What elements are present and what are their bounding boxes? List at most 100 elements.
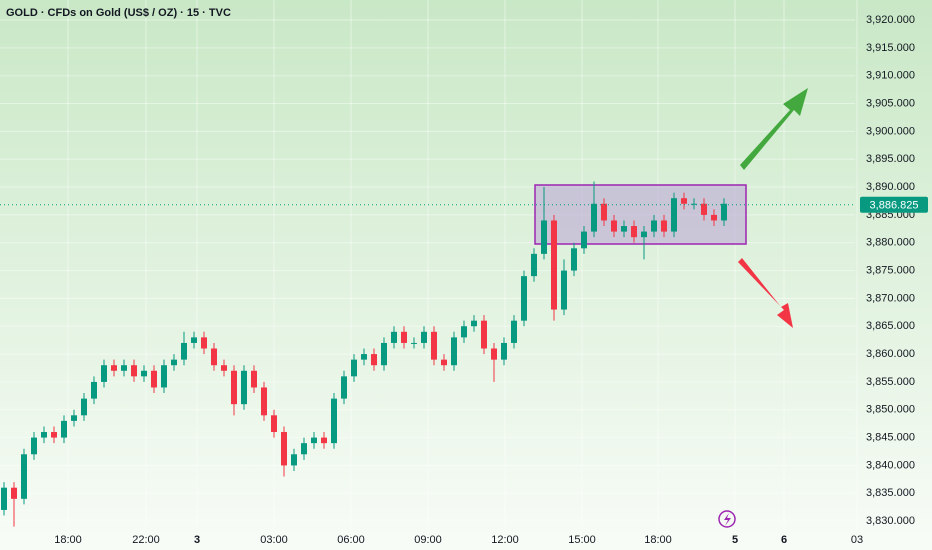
candle-body [471,320,477,327]
candle-body [711,214,717,221]
candle-body [401,331,407,343]
y-tick-label: 3,905.000 [866,97,915,109]
candle-body [261,387,267,416]
y-tick-label: 3,855.000 [866,376,915,388]
candle-body [601,203,607,221]
candle-body [151,370,157,388]
candle-body [181,342,187,360]
candle-body [211,348,217,366]
y-tick-label: 3,900.000 [866,125,915,137]
y-tick-label: 3,850.000 [866,404,915,416]
candle-body [571,248,577,271]
candle-body [51,432,57,438]
candle-body [481,320,487,349]
candle-body [681,198,687,204]
x-tick-label: 03 [851,534,863,546]
candle-body [1,487,7,510]
candle-body [161,365,167,388]
y-tick-label: 3,870.000 [866,292,915,304]
candle-body [551,220,557,310]
candle-body [281,432,287,466]
y-tick-label: 3,910.000 [866,70,915,82]
candle-body [251,370,257,388]
y-tick-label: 3,860.000 [866,348,915,360]
chart-title: GOLD · CFDs on Gold (US$ / OZ) · 15 · TV… [6,7,231,19]
candle-body [201,337,207,349]
last-price-label: 3,886.825 [870,200,919,212]
candle-body [411,342,417,344]
candle-body [341,376,347,399]
y-tick-label: 3,865.000 [866,320,915,332]
candle-body [101,365,107,382]
last-price-tag [860,196,928,213]
candle-body [721,203,727,221]
candle-body [661,220,667,232]
y-tick-label: 3,875.000 [866,264,915,276]
candle-body [271,415,277,433]
y-tick-label: 3,845.000 [866,431,915,443]
candle-body [121,365,127,371]
candle-body [191,337,197,343]
candle-body [381,342,387,366]
candle-body [331,398,337,444]
y-tick-label: 3,840.000 [866,459,915,471]
y-tick-label: 3,895.000 [866,153,915,165]
candle-body [91,381,97,399]
candle-body [321,437,327,444]
candle-body [421,331,427,343]
candle-body [21,454,27,499]
candle-body [561,270,567,310]
candle-body [301,443,307,455]
event-icon [718,510,736,528]
x-tick-label: 06:00 [337,534,365,546]
candle-body [521,276,527,321]
y-tick-label: 3,835.000 [866,487,915,499]
candle-body [461,326,467,338]
up-arrow [740,88,808,170]
x-tick-label: 22:00 [132,534,160,546]
x-tick-label: 09:00 [414,534,442,546]
x-tick-label: 12:00 [491,534,519,546]
y-tick-label: 3,890.000 [866,181,915,193]
x-tick-label: 6 [781,534,787,546]
candle-body [81,398,87,416]
candle-body [111,365,117,371]
x-tick-label: 5 [732,534,738,546]
candle-body [511,320,517,343]
candle-body [31,437,37,455]
candle-body [631,226,637,238]
candle-body [171,359,177,366]
candle-body [491,348,497,360]
y-tick-label: 3,920.000 [866,14,915,26]
candle-body [351,359,357,377]
candle-body [501,342,507,360]
candle-body [221,365,227,371]
candle-body [41,432,47,438]
y-tick-label: 3,830.000 [866,515,915,527]
candle-body [531,253,537,277]
candle-body [691,203,697,205]
candle-body [61,420,67,438]
candle-body [451,337,457,366]
x-tick-label: 18:00 [54,534,82,546]
candle-body [671,198,677,232]
x-tick-label: 3 [194,534,200,546]
candle-body [611,220,617,232]
candle-body [71,415,77,421]
candle-body [431,331,437,360]
x-tick-label: 15:00 [568,534,596,546]
candle-body [441,359,447,366]
candle-body [131,365,137,377]
candle-body [541,220,547,254]
range-box [534,184,747,245]
y-tick-label: 3,915.000 [866,42,915,54]
candle-body [391,331,397,343]
event-icon-bolt [724,513,731,526]
y-tick-label: 3,880.000 [866,237,915,249]
down-arrow [738,258,793,328]
candle-body [581,231,587,249]
candle-body [371,354,377,366]
candle-body [591,203,597,232]
